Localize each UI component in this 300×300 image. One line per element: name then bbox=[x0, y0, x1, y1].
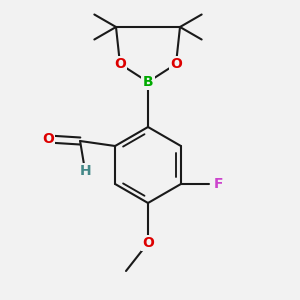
Text: F: F bbox=[214, 177, 224, 191]
Text: O: O bbox=[170, 57, 182, 71]
Text: H: H bbox=[79, 164, 91, 178]
Text: B: B bbox=[143, 75, 153, 89]
Text: O: O bbox=[142, 236, 154, 250]
Text: O: O bbox=[42, 132, 54, 146]
Text: O: O bbox=[114, 57, 126, 71]
